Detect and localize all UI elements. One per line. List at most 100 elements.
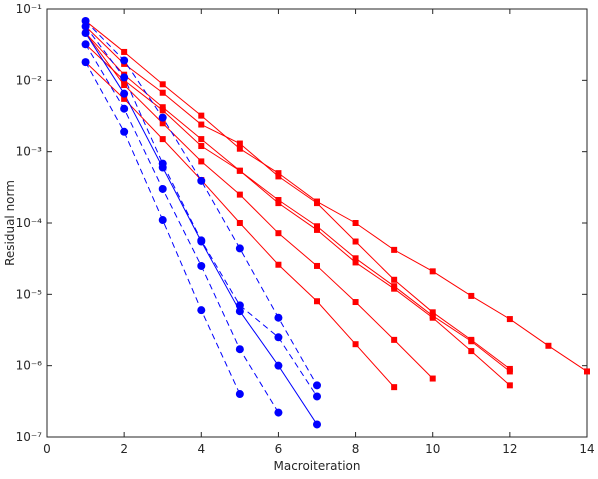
y-tick-label: 10⁻⁵: [16, 287, 43, 301]
x-tick-label: 10: [425, 442, 440, 456]
marker: [158, 184, 167, 193]
x-tick-label: 2: [120, 442, 128, 456]
marker: [274, 333, 283, 342]
marker: [352, 341, 359, 348]
marker: [236, 167, 243, 174]
marker: [197, 261, 206, 270]
marker: [158, 113, 167, 122]
marker: [198, 158, 205, 165]
series-line: [85, 26, 511, 370]
marker: [159, 136, 166, 143]
marker: [275, 261, 282, 268]
marker: [81, 29, 90, 38]
marker: [314, 223, 320, 230]
x-tick-label: 4: [197, 442, 205, 456]
marker: [197, 176, 206, 185]
marker: [275, 230, 282, 237]
marker: [236, 140, 243, 147]
marker: [235, 244, 244, 253]
marker: [235, 390, 244, 399]
marker: [159, 120, 166, 127]
marker: [313, 420, 321, 429]
marker: [159, 104, 166, 111]
marker: [120, 104, 129, 113]
marker: [120, 127, 129, 136]
y-tick-label: 10⁻⁷: [16, 430, 43, 444]
x-tick-label: 14: [579, 442, 594, 456]
marker: [275, 173, 282, 180]
marker: [391, 285, 398, 292]
marker: [235, 301, 244, 310]
marker: [545, 342, 552, 349]
marker: [468, 338, 475, 345]
y-tick-label: 10⁻³: [16, 145, 43, 159]
x-tick-label: 0: [43, 442, 51, 456]
marker: [314, 262, 320, 269]
marker: [236, 220, 243, 226]
marker: [429, 268, 436, 275]
marker: [274, 313, 283, 322]
y-tick-label: 10⁻¹: [16, 2, 43, 16]
marker: [275, 197, 282, 204]
marker: [506, 382, 513, 389]
marker: [120, 56, 129, 65]
marker: [236, 191, 243, 198]
marker: [274, 361, 283, 370]
marker: [352, 255, 359, 262]
marker: [275, 200, 282, 207]
y-axis-label: Residual norm: [3, 180, 17, 266]
marker: [121, 82, 128, 89]
y-tick-label: 10⁻²: [16, 73, 43, 87]
series-line: [85, 20, 588, 372]
plot-frame: [46, 8, 588, 438]
marker: [313, 392, 321, 401]
marker: [391, 276, 398, 283]
marker: [506, 368, 513, 375]
marker: [198, 136, 205, 143]
y-tick-label: 10⁻⁶: [16, 359, 43, 373]
marker: [391, 246, 398, 253]
marker: [429, 314, 436, 321]
marker: [352, 259, 359, 266]
marker: [158, 216, 167, 225]
marker: [313, 381, 321, 390]
marker: [274, 408, 283, 417]
marker: [584, 368, 590, 375]
x-tick-label: 6: [275, 442, 283, 456]
marker: [158, 163, 167, 172]
marker: [352, 238, 359, 245]
marker: [121, 48, 128, 55]
marker: [429, 309, 436, 316]
marker: [506, 316, 513, 323]
series-line: [85, 32, 434, 379]
marker: [198, 121, 205, 128]
marker: [197, 237, 206, 246]
marker: [120, 73, 129, 82]
marker: [198, 112, 205, 119]
marker: [236, 145, 243, 152]
x-axis-label: Macroiteration: [273, 459, 360, 473]
marker: [197, 306, 206, 315]
series-line: [85, 43, 511, 386]
marker: [121, 95, 128, 102]
marker: [120, 89, 129, 98]
marker: [352, 220, 359, 226]
marker: [81, 22, 90, 31]
marker: [159, 81, 166, 88]
marker: [81, 40, 90, 49]
marker: [159, 107, 166, 114]
marker: [198, 143, 205, 150]
marker: [391, 336, 398, 343]
marker: [391, 384, 398, 391]
series-line: [85, 44, 279, 413]
x-tick-label: 12: [502, 442, 517, 456]
marker: [235, 307, 244, 316]
marker: [81, 58, 90, 67]
marker: [314, 298, 320, 305]
marker: [429, 375, 436, 382]
series-line: [85, 26, 318, 397]
marker: [235, 345, 244, 354]
marker: [468, 292, 475, 299]
y-tick-label: 10⁻⁴: [16, 216, 43, 230]
